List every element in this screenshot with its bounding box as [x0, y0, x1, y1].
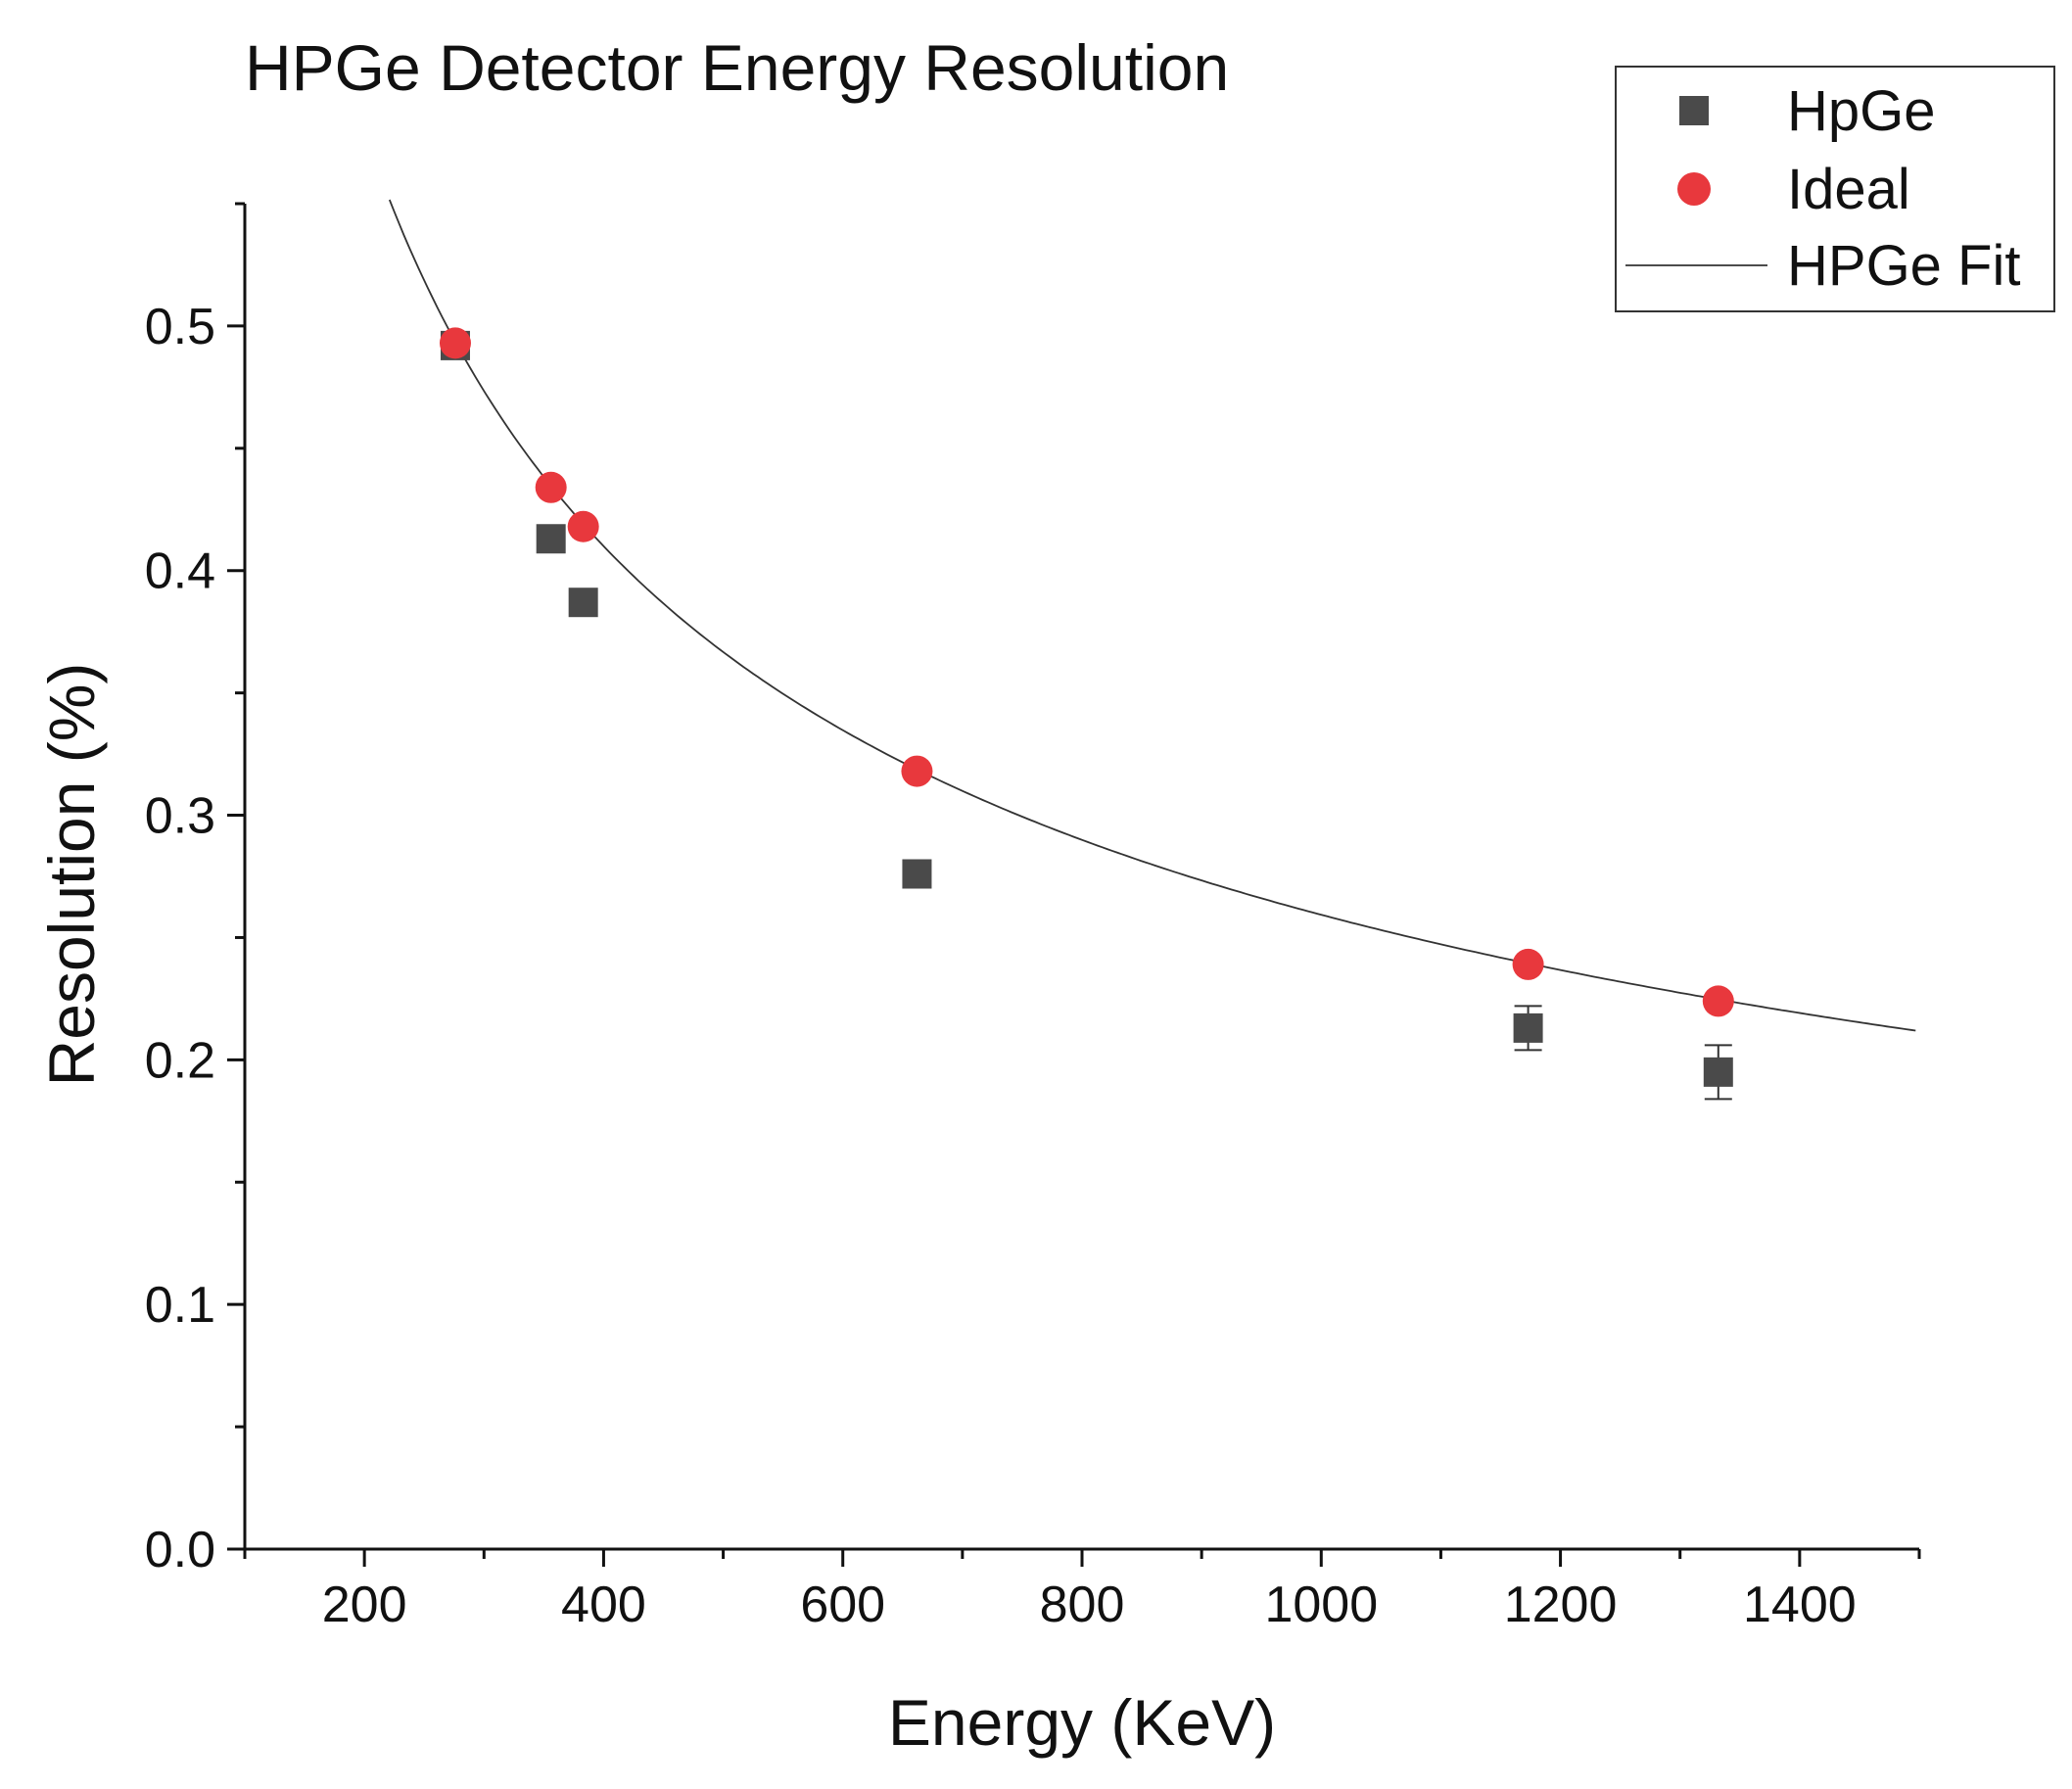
- x-tick-label: 1000: [1264, 1577, 1378, 1633]
- legend-hpge-marker: [1679, 96, 1709, 125]
- y-tick-label: 0.4: [145, 543, 215, 600]
- ideal-point: [439, 327, 471, 359]
- legend-ideal-label: Ideal: [1787, 158, 1910, 221]
- ideal-point: [535, 471, 567, 503]
- ideal-point: [1702, 985, 1734, 1017]
- hpge-point: [568, 588, 598, 618]
- x-axis-title: Energy (KeV): [888, 1686, 1276, 1759]
- x-tick-label: 400: [561, 1577, 646, 1633]
- ideal-point: [1512, 948, 1544, 980]
- x-tick-label: 800: [1040, 1577, 1125, 1633]
- data-marks: [388, 199, 1916, 1101]
- x-tick-label: 1400: [1743, 1577, 1857, 1633]
- legend-hpge-label: HpGe: [1787, 79, 1936, 143]
- hpge-point: [1703, 1057, 1733, 1087]
- fit-curve: [388, 199, 1916, 1032]
- legend-ideal-marker: [1677, 172, 1711, 206]
- hpge-point: [536, 524, 566, 554]
- y-tick-label: 0.2: [145, 1032, 215, 1089]
- hpge-point: [902, 859, 932, 889]
- y-tick-label: 0.1: [145, 1277, 215, 1334]
- chart-title: HPGe Detector Energy Resolution: [245, 31, 1229, 104]
- ideal-point: [901, 755, 933, 787]
- x-tick-label: 200: [322, 1577, 407, 1633]
- y-axis-title: Resolution (%): [35, 663, 108, 1087]
- y-tick-label: 0.5: [145, 299, 215, 355]
- y-tick-label: 0.3: [145, 788, 215, 845]
- ideal-point: [567, 510, 599, 542]
- x-tick-label: 600: [800, 1577, 885, 1633]
- hpge-point: [1513, 1012, 1543, 1043]
- legend: HpGe Ideal HPGe Fit: [1615, 66, 2055, 312]
- legend-fit-label: HPGe Fit: [1787, 234, 2021, 298]
- x-tick-label: 1200: [1504, 1577, 1618, 1633]
- y-tick-label: 0.0: [145, 1522, 215, 1578]
- axes: 200 400 600 800 1000 1200 1400 0.0 0.1 0.2 0.3 0.4 0…: [145, 202, 1921, 1633]
